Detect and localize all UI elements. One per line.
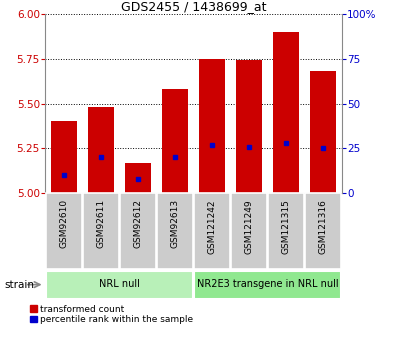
Bar [157,193,193,269]
Text: GSM92613: GSM92613 [171,199,180,248]
Text: strain: strain [4,280,34,289]
Text: NRL null: NRL null [99,279,140,289]
Bar [83,193,119,269]
Bar [194,270,341,298]
Bar [273,32,299,193]
Text: GSM92611: GSM92611 [96,199,105,248]
Text: GSM121315: GSM121315 [282,199,291,254]
Bar [125,163,151,193]
Text: GSM121249: GSM121249 [245,199,254,254]
Bar [46,193,82,269]
Bar [194,193,230,269]
Text: GSM121242: GSM121242 [207,199,216,254]
Bar [310,71,336,193]
Bar [305,193,341,269]
Bar [51,121,77,193]
Bar [88,107,114,193]
Legend: transformed count, percentile rank within the sample: transformed count, percentile rank withi… [30,305,193,324]
Bar [162,89,188,193]
Title: GDS2455 / 1438699_at: GDS2455 / 1438699_at [121,0,266,13]
Bar [231,193,267,269]
Text: GSM92610: GSM92610 [59,199,68,248]
Bar [199,59,225,193]
Text: GSM92612: GSM92612 [134,199,143,248]
Bar [120,193,156,269]
Bar [268,193,304,269]
Bar [236,60,262,193]
Text: NR2E3 transgene in NRL null: NR2E3 transgene in NRL null [197,279,339,289]
Text: GSM121316: GSM121316 [319,199,328,254]
Bar [46,270,193,298]
